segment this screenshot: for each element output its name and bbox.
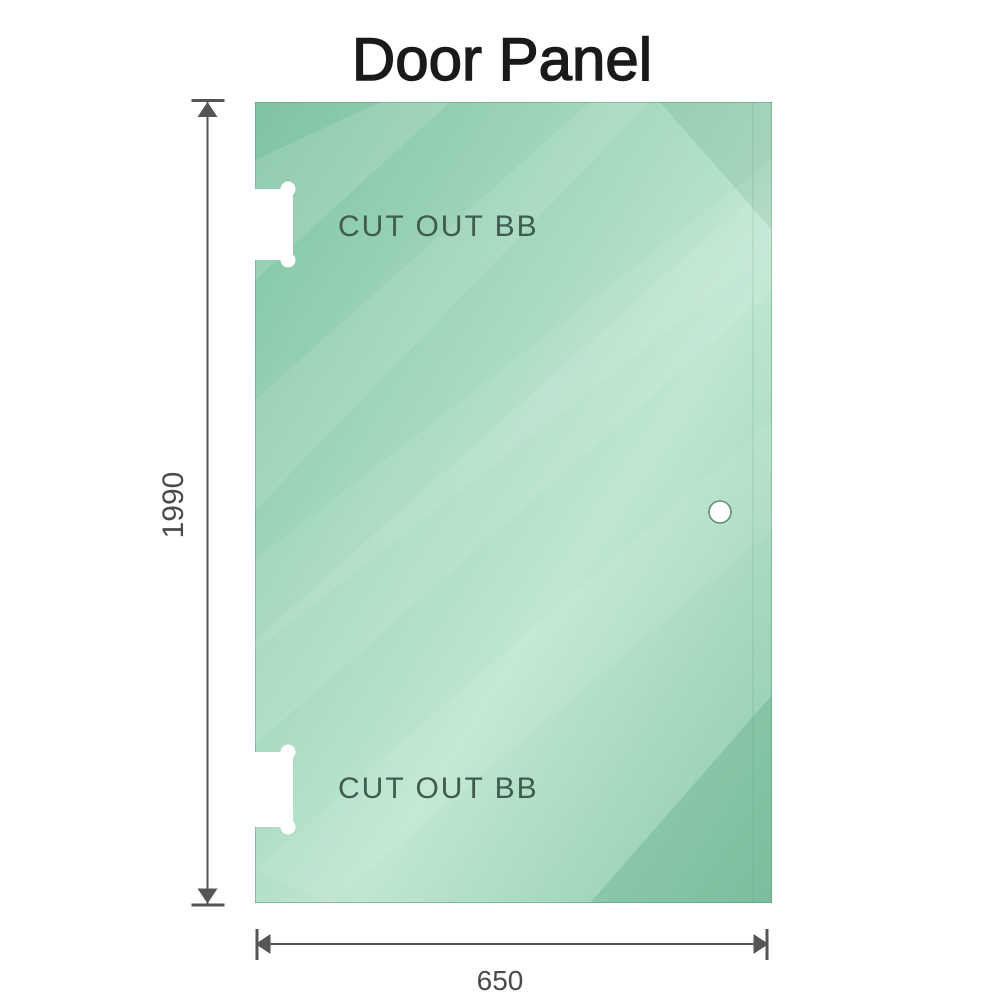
svg-text:Door Panel: Door Panel <box>352 26 652 93</box>
svg-text:CUT OUT BB: CUT OUT BB <box>338 772 539 805</box>
svg-text:1990: 1990 <box>157 472 190 539</box>
svg-text:CUT OUT BB: CUT OUT BB <box>338 210 539 243</box>
svg-text:650: 650 <box>477 965 524 996</box>
